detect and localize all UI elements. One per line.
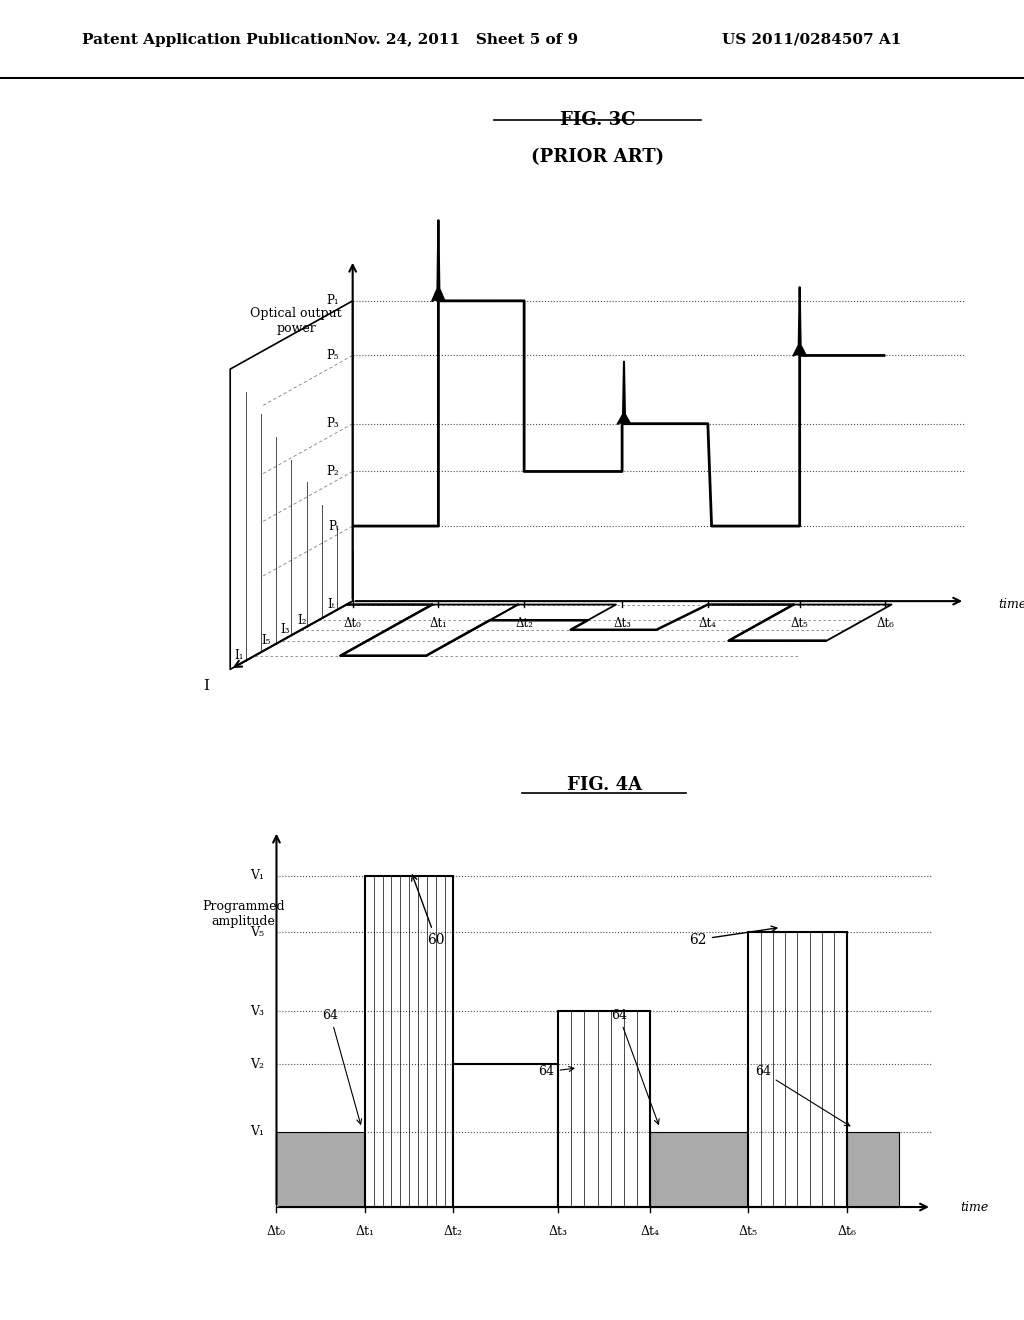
Text: P₅: P₅	[326, 348, 339, 362]
Text: Patent Application Publication: Patent Application Publication	[82, 33, 344, 46]
Text: Δt₂: Δt₂	[444, 1225, 463, 1238]
Text: Δt₁: Δt₁	[429, 616, 447, 630]
Text: Δt₆: Δt₆	[838, 1225, 856, 1238]
Bar	[749, 932, 847, 1206]
Text: V₁: V₁	[250, 870, 264, 883]
Bar	[650, 1131, 749, 1206]
Text: Δt₆: Δt₆	[877, 616, 894, 630]
Text: FIG. 3C: FIG. 3C	[560, 111, 635, 129]
Text: 60: 60	[412, 875, 444, 946]
Bar	[365, 876, 454, 1206]
Bar	[847, 1131, 899, 1206]
Text: 64: 64	[755, 1065, 850, 1126]
Text: I₂: I₂	[298, 614, 307, 627]
Text: I₁: I₁	[233, 649, 244, 663]
Bar	[558, 1011, 650, 1206]
Polygon shape	[617, 362, 630, 424]
Text: I: I	[204, 678, 210, 693]
Text: Nov. 24, 2011   Sheet 5 of 9: Nov. 24, 2011 Sheet 5 of 9	[344, 33, 578, 46]
Text: V₃: V₃	[250, 1005, 264, 1018]
Text: Δt₄: Δt₄	[641, 1225, 659, 1238]
Polygon shape	[794, 288, 806, 355]
Text: Pₜ: Pₜ	[328, 520, 339, 532]
Text: time: time	[961, 1200, 989, 1213]
Text: 64: 64	[323, 1008, 361, 1125]
Text: Iₜ: Iₜ	[328, 598, 335, 611]
Text: P₁: P₁	[326, 294, 339, 308]
Text: FIG. 4A: FIG. 4A	[566, 776, 642, 793]
Text: Δt₃: Δt₃	[613, 616, 631, 630]
Text: Programmed
amplitude: Programmed amplitude	[203, 899, 285, 928]
Text: V₅: V₅	[250, 925, 264, 939]
Text: P₂: P₂	[326, 465, 339, 478]
Text: Optical output
power: Optical output power	[250, 308, 342, 335]
Text: Δt₃: Δt₃	[549, 1225, 567, 1238]
Text: V₂: V₂	[250, 1057, 264, 1071]
Text: I₅: I₅	[261, 634, 270, 647]
Text: Δt₀: Δt₀	[344, 616, 361, 630]
Text: US 2011/0284507 A1: US 2011/0284507 A1	[722, 33, 901, 46]
Text: Δt₅: Δt₅	[738, 1225, 758, 1238]
Text: Δt₁: Δt₁	[355, 1225, 375, 1238]
Text: 62: 62	[689, 927, 777, 946]
Text: time: time	[998, 598, 1024, 611]
Text: Δt₀: Δt₀	[267, 1225, 286, 1238]
Text: Δt₂: Δt₂	[515, 616, 534, 630]
Text: (PRIOR ART): (PRIOR ART)	[531, 148, 665, 166]
Text: Δt₅: Δt₅	[791, 616, 809, 630]
Polygon shape	[432, 220, 444, 301]
Text: Δt₄: Δt₄	[699, 616, 717, 630]
Bar	[276, 1131, 365, 1206]
Text: I₃: I₃	[281, 623, 290, 636]
Text: 64: 64	[539, 1065, 574, 1078]
Bar	[454, 1064, 558, 1206]
Text: 64: 64	[610, 1008, 659, 1125]
Text: P₃: P₃	[326, 417, 339, 430]
Text: V₁: V₁	[250, 1125, 264, 1138]
